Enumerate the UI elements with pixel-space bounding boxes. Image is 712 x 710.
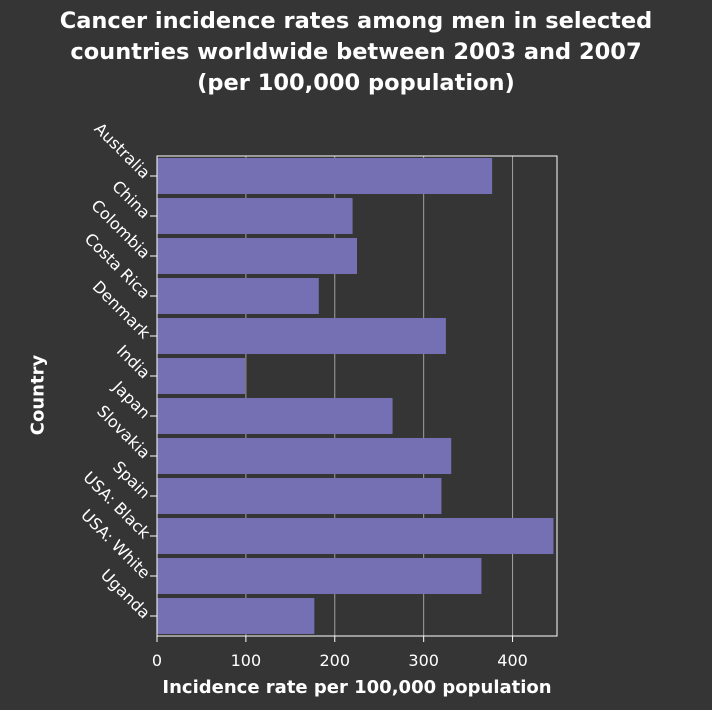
title-line-3: (per 100,000 population) — [197, 70, 515, 96]
plot-frame — [156, 155, 558, 637]
bar-india — [157, 358, 245, 394]
x-axis-label-text: Incidence rate per 100,000 population — [162, 677, 552, 698]
x-tick-label-0: 0 — [152, 651, 162, 670]
bar-slovakia — [157, 438, 452, 474]
y-tick-label-australia: Australia — [91, 119, 154, 182]
bar-costa-rica — [157, 278, 319, 314]
plot-area — [157, 156, 557, 636]
bar-colombia — [157, 238, 357, 274]
x-tick-label-400: 400 — [497, 651, 528, 670]
bar-denmark — [157, 318, 446, 354]
y-tick-label-india: India — [113, 341, 154, 382]
bar-usa-black — [157, 518, 554, 554]
title-line-1: Cancer incidence rates among men in sele… — [59, 8, 653, 34]
bar-usa-white — [157, 558, 482, 594]
bar-uganda — [157, 598, 315, 634]
y-axis-label: Country — [27, 354, 49, 436]
x-tick-label-200: 200 — [320, 651, 351, 670]
x-tick-label-300: 300 — [408, 651, 439, 670]
bar-japan — [157, 398, 393, 434]
chart-title: Cancer incidence rates among men in sele… — [0, 6, 712, 99]
bar-china — [157, 198, 353, 234]
x-tick-label-100: 100 — [231, 651, 262, 670]
x-axis-label: Incidence rate per 100,000 population — [157, 677, 557, 698]
title-line-2: countries worldwide between 2003 and 200… — [70, 39, 642, 65]
bar-australia — [157, 158, 493, 194]
bar-spain — [157, 478, 442, 514]
